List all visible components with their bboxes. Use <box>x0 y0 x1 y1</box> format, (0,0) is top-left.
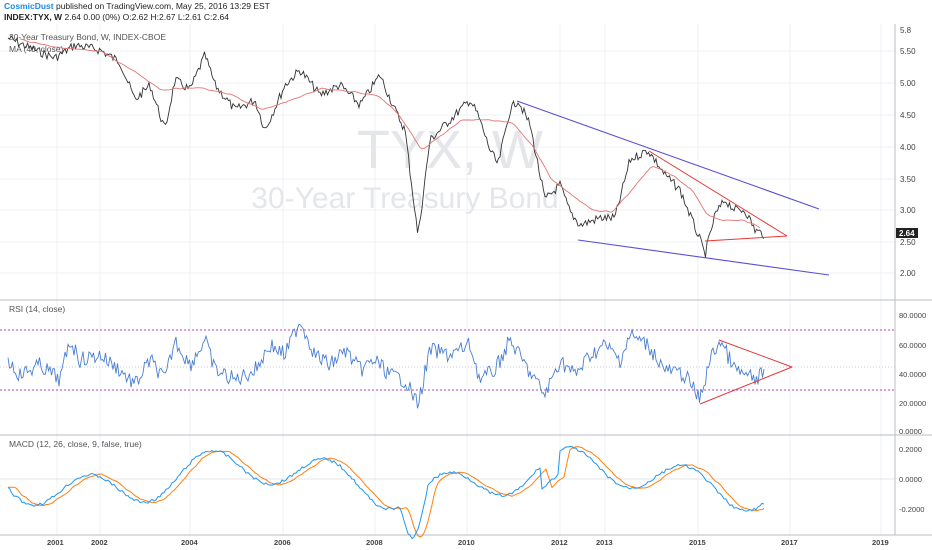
chart-header: CosmicDust published on TradingView.com,… <box>0 0 932 24</box>
author-link[interactable]: CosmicDust <box>4 1 54 11</box>
triangle-upper-line <box>648 150 788 237</box>
watermark-symbol: TYX, W <box>357 120 543 180</box>
macd-signal-line <box>8 446 765 538</box>
price-change: 2.64 0.00 (0%) <box>64 12 121 22</box>
rsi-label: RSI (14, close) <box>9 304 65 314</box>
main-pane-title: 30-Year Treasury Bond, W, INDEX-CBOE <box>9 32 166 42</box>
lower-trendline <box>577 239 830 276</box>
y-tick-top: 5.8 <box>900 26 912 35</box>
x-tick-label: 2004 <box>181 538 199 547</box>
main-y-axis[interactable]: 5.8 5.50 5.00 4.50 4.00 3.50 3.00 2.50 2… <box>900 26 916 278</box>
ma-line <box>19 38 761 229</box>
x-tick-label: 2008 <box>366 538 383 547</box>
macd-tick-label: 0.2000 <box>899 445 922 454</box>
y-tick-label: 5.50 <box>900 47 916 56</box>
rsi-line <box>7 323 765 409</box>
x-tick-label: 2013 <box>596 538 613 547</box>
macd-y-axis[interactable]: 0.2000 0.0000 -0.2000 <box>899 445 924 514</box>
y-tick-label: 4.00 <box>900 143 916 152</box>
y-tick-label: 3.00 <box>900 206 916 215</box>
ma-label: MA (40, close) <box>9 44 63 54</box>
y-tick-label: 4.50 <box>900 111 916 120</box>
macd-tick-label: 0.0000 <box>899 475 922 484</box>
x-axis[interactable]: 2001 2002 2004 2006 2008 2010 2012 2013 … <box>47 538 889 547</box>
rsi-triangle-lower <box>699 366 793 405</box>
macd-tick-label: -0.2000 <box>899 505 924 514</box>
rsi-tick-label: 80.0000 <box>899 311 926 320</box>
x-tick-label: 2006 <box>274 538 291 547</box>
macd-line <box>7 445 765 540</box>
triangle-lower-line <box>704 235 788 242</box>
x-tick-label: 2017 <box>781 538 798 547</box>
y-tick-label: 2.50 <box>900 238 916 247</box>
published-text: published on TradingView.com, May 25, 20… <box>55 1 270 11</box>
symbol-line: INDEX:TYX, W 2.64 0.00 (0%) O:2.62 H:2.6… <box>4 12 229 22</box>
y-tick-label: 5.00 <box>900 79 916 88</box>
last-price-value: 2.64 <box>899 229 915 238</box>
ohlc-values: O:2.62 H:2.67 L:2.61 C:2.64 <box>122 12 229 22</box>
rsi-tick-label: 40.0000 <box>899 370 926 379</box>
watermark-name: 30-Year Treasury Bond <box>251 182 558 215</box>
publish-line: CosmicDust published on TradingView.com,… <box>4 1 270 11</box>
rsi-y-axis[interactable]: 80.0000 60.0000 40.0000 20.0000 0.0000 <box>899 311 926 436</box>
last-price-badge <box>896 228 918 238</box>
x-gridlines <box>56 24 882 535</box>
macd-label: MACD (12, 26, close, 9, false, true) <box>9 439 142 449</box>
pane-borders <box>0 24 932 536</box>
x-tick-label: 2015 <box>689 538 706 547</box>
x-tick-label: 2002 <box>91 538 108 547</box>
price-line <box>7 35 765 258</box>
y-tick-label: 3.50 <box>900 175 916 184</box>
rsi-tick-label: 0.0000 <box>899 427 922 436</box>
y-tick-label: 2.00 <box>900 269 916 278</box>
x-tick-label: 2001 <box>47 538 64 547</box>
rsi-tick-label: 60.0000 <box>899 341 926 350</box>
symbol-label: INDEX:TYX, W <box>4 12 63 22</box>
x-tick-label: 2012 <box>551 538 568 547</box>
x-tick-label: 2019 <box>872 538 889 547</box>
x-tick-label: 2010 <box>458 538 475 547</box>
rsi-tick-label: 20.0000 <box>899 399 926 408</box>
upper-trendline <box>516 100 820 210</box>
rsi-triangle-upper <box>718 339 793 368</box>
